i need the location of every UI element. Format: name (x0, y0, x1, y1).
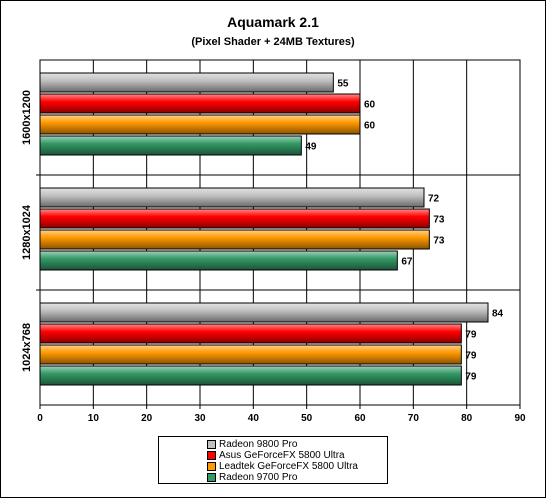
bar (39, 114, 361, 135)
data-label: 49 (305, 142, 317, 153)
bar (39, 208, 430, 229)
x-tick-label: 30 (194, 413, 206, 424)
data-label: 79 (465, 372, 477, 383)
bar (39, 250, 398, 271)
legend-label: Radeon 9800 Pro (219, 439, 298, 450)
x-tick-label: 60 (354, 413, 366, 424)
bar (39, 365, 462, 386)
legend-label: Leadtek GeForceFX 5800 Ultra (219, 461, 358, 472)
data-label: 67 (401, 257, 413, 268)
bar (39, 229, 430, 250)
data-label: 84 (492, 309, 504, 320)
data-label: 73 (433, 236, 445, 247)
x-tick-label: 40 (248, 413, 260, 424)
data-label: 60 (364, 121, 376, 132)
bar (39, 302, 489, 323)
x-tick-label: 50 (301, 413, 313, 424)
data-label: 73 (433, 215, 445, 226)
bar (39, 323, 462, 344)
legend: Radeon 9800 Pro Asus GeForceFX 5800 Ultr… (158, 436, 388, 484)
chart-subtitle: (Pixel Shader + 24MB Textures) (191, 36, 355, 48)
bar (39, 135, 302, 156)
legend-swatch (207, 451, 216, 460)
bar (39, 72, 334, 93)
legend-swatch (207, 440, 216, 449)
legend-item-leadtek-geforcefx-5800-ultra: Leadtek GeForceFX 5800 Ultra (159, 461, 387, 472)
legend-item-radeon-9800-pro: Radeon 9800 Pro (159, 439, 387, 450)
legend-label: Radeon 9700 Pro (219, 472, 298, 483)
category-label: 1280x1024 (21, 204, 33, 260)
x-tick-label: 80 (461, 413, 473, 424)
bar (39, 187, 425, 208)
category-label: 1600x1200 (21, 90, 33, 145)
x-tick-label: 0 (37, 413, 43, 424)
bar (39, 93, 361, 114)
legend-item-radeon-9700-pro: Radeon 9700 Pro (159, 472, 387, 483)
bar (39, 344, 462, 365)
x-tick-label: 90 (514, 413, 526, 424)
plot-area: 55 60 60 49 72 73 73 67 84 79 79 79 0 10 20 30 40 50 60 70… (21, 59, 526, 424)
data-label: 60 (364, 100, 376, 111)
category-label: 1024x768 (21, 323, 33, 372)
legend-label: Asus GeForceFX 5800 Ultra (219, 450, 345, 461)
plot-border (39, 59, 521, 406)
data-label: 79 (465, 330, 477, 341)
legend-swatch (207, 473, 216, 482)
legend-item-asus-geforcefx-5800-ultra: Asus GeForceFX 5800 Ultra (159, 450, 387, 461)
data-label: 79 (465, 351, 477, 362)
data-label: 72 (428, 194, 440, 205)
x-tick-label: 20 (141, 413, 153, 424)
data-label: 55 (337, 79, 349, 90)
legend-swatch (207, 462, 216, 471)
chart-title: Aquamark 2.1 (227, 14, 319, 30)
x-tick-label: 70 (408, 413, 420, 424)
x-tick-label: 10 (88, 413, 100, 424)
